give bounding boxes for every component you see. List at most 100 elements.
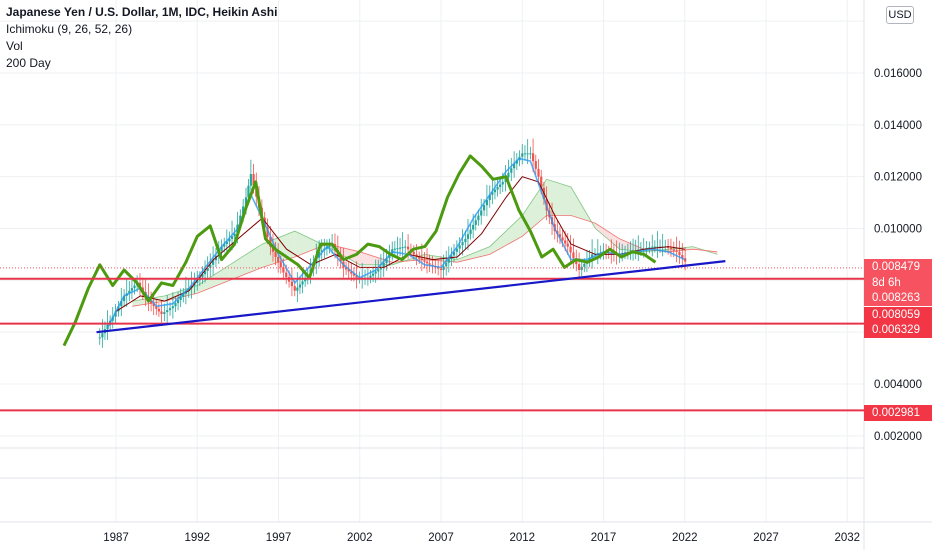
candle-body	[382, 262, 385, 268]
candle-body	[678, 251, 681, 256]
candle-body	[558, 234, 562, 238]
kijun-line	[115, 176, 685, 312]
candle-body	[352, 273, 355, 276]
candle-body	[277, 257, 280, 263]
candle-body	[106, 324, 109, 330]
x-tick-label: 2027	[753, 532, 779, 544]
candle-body	[513, 163, 516, 169]
candle-body	[123, 295, 126, 302]
candle-body	[155, 306, 158, 309]
candle-body	[501, 181, 504, 185]
candle-body	[428, 263, 431, 265]
candle-body	[230, 236, 234, 239]
candle-body	[485, 199, 489, 206]
candle-body	[425, 261, 429, 264]
y-tick-label: 0.002000	[874, 431, 922, 443]
candle-body	[578, 264, 581, 270]
candle-body	[114, 311, 117, 317]
candle-body	[328, 245, 331, 248]
ma200-line	[62, 154, 657, 347]
candle-body	[561, 237, 564, 241]
candle-body	[182, 293, 185, 297]
volume-indicator-label[interactable]: Vol	[6, 39, 23, 53]
candle-body	[464, 238, 467, 243]
candle-body	[469, 229, 472, 235]
candle-body	[225, 241, 228, 245]
candle-body	[385, 258, 388, 263]
candle-body	[157, 308, 160, 312]
candle-body	[477, 215, 480, 221]
candle-body	[279, 262, 282, 268]
ma200-indicator-label[interactable]: 200 Day	[6, 56, 51, 70]
candle-body	[596, 253, 599, 255]
candle-body	[466, 234, 470, 239]
candle-body	[452, 251, 456, 256]
candle-body	[656, 246, 659, 248]
price-tag: 0.002981	[864, 405, 932, 421]
candle-body	[252, 174, 255, 186]
ichimoku-cloud-segment	[229, 244, 263, 281]
candle-body	[488, 194, 491, 200]
candle-body	[244, 197, 248, 207]
x-tick-label: 2012	[509, 532, 535, 544]
y-tick-label: 0.004000	[874, 379, 922, 391]
candle-body	[666, 246, 670, 248]
symbol-title[interactable]: Japanese Yen / U.S. Dollar, 1M, IDC, Hei…	[6, 5, 278, 19]
ichimoku-cloud-segment	[522, 179, 547, 237]
candle-body	[515, 160, 518, 164]
candle-body	[271, 246, 275, 252]
candle-body	[228, 238, 231, 242]
currency-button[interactable]: USD	[886, 6, 914, 24]
candle-body	[540, 176, 543, 188]
candle-body	[455, 248, 458, 252]
ichimoku-indicator-label[interactable]: Ichimoku (9, 26, 52, 26)	[6, 22, 133, 36]
candle-body	[379, 267, 382, 270]
candle-body	[211, 260, 215, 265]
x-tick-label: 2032	[834, 532, 860, 544]
ichimoku-cloud-segment	[294, 231, 328, 258]
candle-body	[171, 306, 174, 309]
candle-body	[401, 247, 404, 249]
candle-body	[420, 258, 423, 261]
candle-body	[247, 185, 250, 198]
candle-body	[377, 269, 380, 272]
candle-body	[393, 248, 396, 250]
candle-body	[523, 153, 527, 155]
candle-body	[174, 303, 177, 307]
candle-body	[233, 233, 236, 237]
y-tick-label: 0.014000	[874, 120, 922, 132]
candle-body	[675, 250, 678, 252]
candle-body	[274, 251, 277, 258]
candle-body	[651, 246, 654, 248]
candle-body	[203, 271, 207, 275]
candle-body	[374, 271, 377, 274]
candle-body	[301, 281, 304, 285]
candle-body	[152, 303, 155, 307]
candle-body	[304, 278, 307, 282]
candle-body	[572, 252, 575, 259]
ichimoku-cloud-segment	[489, 215, 523, 255]
price-tag: 0.006329	[864, 322, 932, 338]
candle-body	[339, 255, 342, 262]
candle-body	[684, 258, 687, 262]
candle-body	[396, 248, 399, 250]
candle-body	[269, 236, 272, 247]
price-tag: 0.008263	[864, 290, 932, 306]
candle-body	[166, 310, 169, 313]
candle-body	[447, 259, 450, 263]
candle-body	[412, 251, 415, 255]
candle-body	[569, 246, 572, 253]
candle-body	[423, 260, 426, 262]
x-tick-label: 2007	[428, 532, 454, 544]
candle-body	[350, 271, 353, 274]
candle-body	[298, 284, 302, 288]
candle-body	[282, 267, 285, 273]
y-tick-label: 0.012000	[874, 172, 922, 184]
candle-body	[249, 174, 252, 186]
candle-body	[474, 220, 477, 225]
candle-body	[369, 275, 372, 278]
candle-body	[482, 205, 486, 211]
candle-body	[206, 267, 209, 272]
candle-body	[168, 308, 172, 311]
